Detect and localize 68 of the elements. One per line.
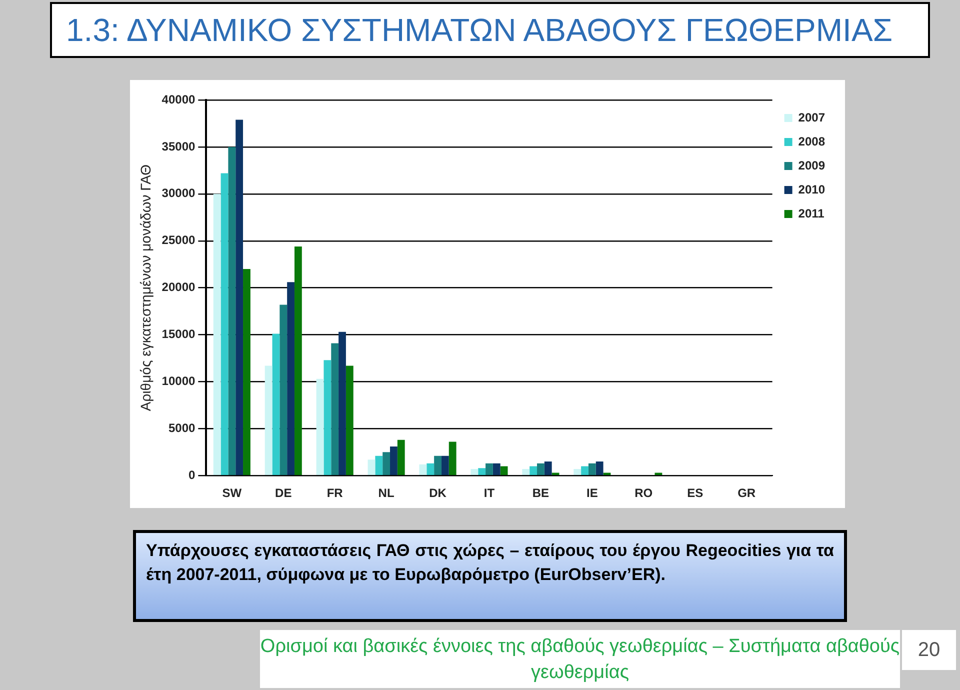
legend-label: 2011 [798, 206, 825, 220]
x-tick-label: DE [275, 486, 292, 500]
bar [228, 146, 236, 475]
bar [243, 269, 250, 475]
bar [220, 173, 228, 475]
y-tick-label: 25000 [162, 233, 196, 248]
bar [236, 120, 244, 475]
bar [574, 469, 582, 475]
x-tick-label: ES [687, 486, 704, 500]
bar [390, 446, 398, 475]
y-tick-label: 15000 [162, 327, 196, 342]
text: Υπάρχουσες εγκαταστάσεις ΓΑΘ στις χώρες – εταίρους του έργου Regeocities για τα έτη 2007-2011, σύμφωνα με το Ευρωβαρόμετρο (EurObserv’ER). [133, 530, 847, 622]
y-tick-label: 5000 [168, 420, 196, 435]
x-tick-label: BE [532, 486, 550, 500]
bar [486, 463, 493, 475]
bar [264, 366, 272, 475]
bar [280, 304, 288, 475]
bar [544, 462, 552, 475]
bar [537, 463, 544, 475]
y-tick-label: 0 [188, 468, 196, 482]
bar [419, 464, 427, 475]
x-tick-label: IT [484, 486, 496, 500]
x-tick-label: IE [586, 486, 598, 500]
bar [338, 332, 346, 475]
bar [397, 440, 405, 475]
x-tick-label: RO [634, 486, 653, 500]
bar [331, 343, 339, 475]
y-tick-label: 10000 [162, 374, 196, 388]
bar [478, 468, 486, 475]
bar [426, 463, 434, 475]
bar [368, 460, 376, 475]
x-tick-label: NL [378, 486, 394, 500]
y-tick-label: 35000 [162, 139, 196, 154]
x-tick-label: SW [222, 486, 242, 500]
bar [448, 442, 456, 475]
bar [470, 469, 478, 475]
y-axis-title: Αριθμός εγκατεστημένων μονάδων ΓΑΘ [137, 164, 154, 412]
bar [500, 466, 508, 475]
text: Ορισμοί και βασικές έννοιες της αβαθούς γεωθερμίας – Συστήματα αβαθούς γεωθερμίας [260, 630, 900, 688]
bar [596, 462, 604, 475]
bar [530, 466, 537, 475]
bar [441, 456, 449, 475]
y-tick-label: 20000 [162, 280, 196, 294]
legend-label: 2010 [798, 182, 826, 196]
legend-label: 2009 [798, 158, 826, 172]
chart-title: 1.3: ΔΥΝΑΜΙΚΟ ΣΥΣΤΗΜΑΤΩΝ ΑΒΑΘΟΥΣ ΓΕΩΘΕΡΜΙΑΣ [50, 2, 930, 58]
bar [492, 463, 500, 475]
x-tick-label: DK [429, 486, 447, 500]
bar [581, 466, 588, 475]
bar [324, 360, 332, 475]
bar [294, 246, 302, 475]
bar [382, 452, 390, 475]
x-tick-label: FR [326, 486, 344, 500]
bar [213, 194, 221, 475]
legend-label: 2008 [798, 134, 826, 148]
x-tick-label: GR [738, 486, 756, 500]
y-tick-label: 40000 [162, 92, 196, 106]
bar [316, 378, 324, 475]
bar [375, 456, 383, 475]
text: 20 [902, 630, 956, 670]
bar [287, 282, 294, 475]
bar [346, 366, 354, 475]
y-tick-label: 30000 [162, 186, 196, 200]
legend-label: 2007 [798, 110, 826, 124]
bar [522, 469, 530, 475]
bar [588, 463, 596, 475]
bar [434, 456, 442, 475]
bar [272, 334, 280, 475]
